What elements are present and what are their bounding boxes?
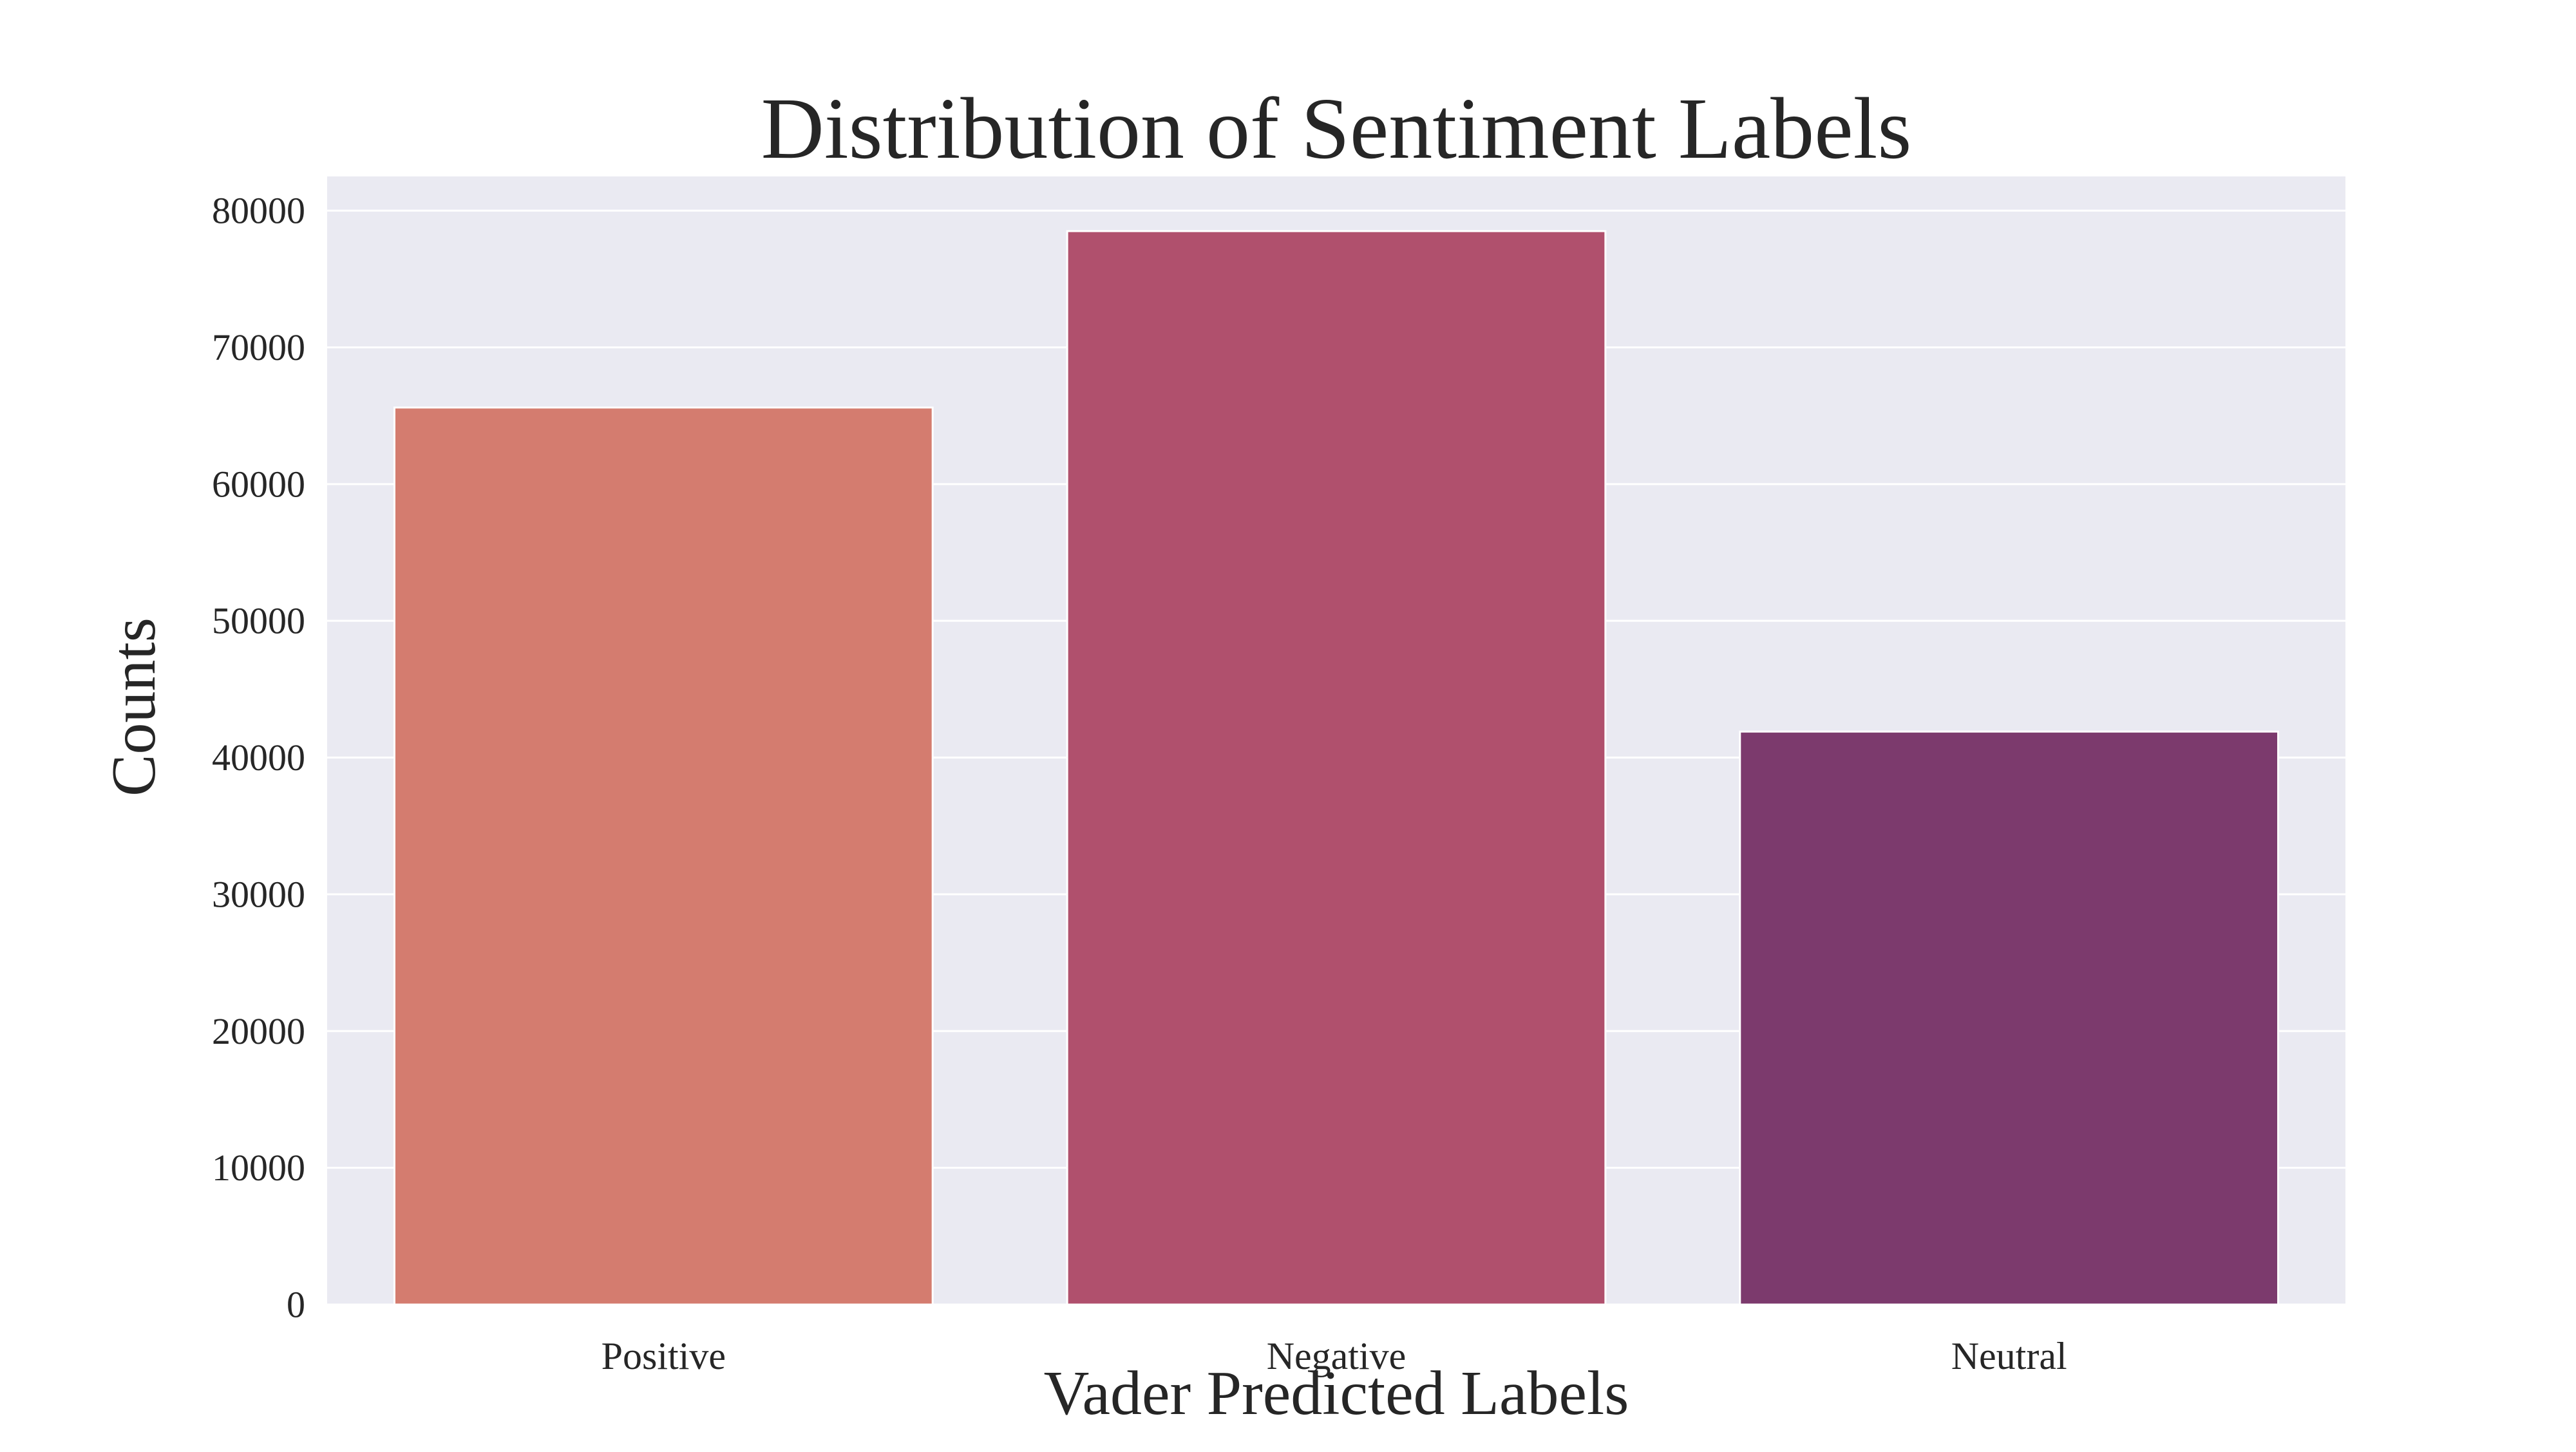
y-tick-label: 20000	[212, 1010, 305, 1052]
bar-neutral	[1739, 730, 2280, 1306]
y-axis-label: Counts	[99, 618, 169, 797]
y-tick-label: 80000	[212, 190, 305, 232]
y-tick-label: 70000	[212, 326, 305, 368]
bar-positive	[393, 406, 934, 1306]
x-axis-label: Vader Predicted Labels	[1044, 1359, 1629, 1428]
chart-title: Distribution of Sentiment Labels	[761, 80, 1912, 177]
y-tick-label: 0	[287, 1284, 305, 1326]
y-tick-labels: 0 10000 20000 30000 40000 50000 60000 70000 8000…	[212, 190, 305, 1326]
x-tick-labels: Positive Negative Neutral	[601, 1335, 2067, 1377]
bars	[393, 230, 2280, 1306]
x-tick-label: Negative	[1267, 1335, 1406, 1377]
x-tick-label: Positive	[601, 1335, 726, 1377]
y-tick-label: 40000	[212, 737, 305, 778]
x-tick-label: Neutral	[1951, 1335, 2067, 1377]
y-tick-label: 30000	[212, 873, 305, 915]
bar-negative	[1066, 230, 1607, 1306]
y-tick-label: 10000	[212, 1147, 305, 1189]
y-tick-label: 50000	[212, 600, 305, 642]
y-tick-label: 60000	[212, 463, 305, 505]
